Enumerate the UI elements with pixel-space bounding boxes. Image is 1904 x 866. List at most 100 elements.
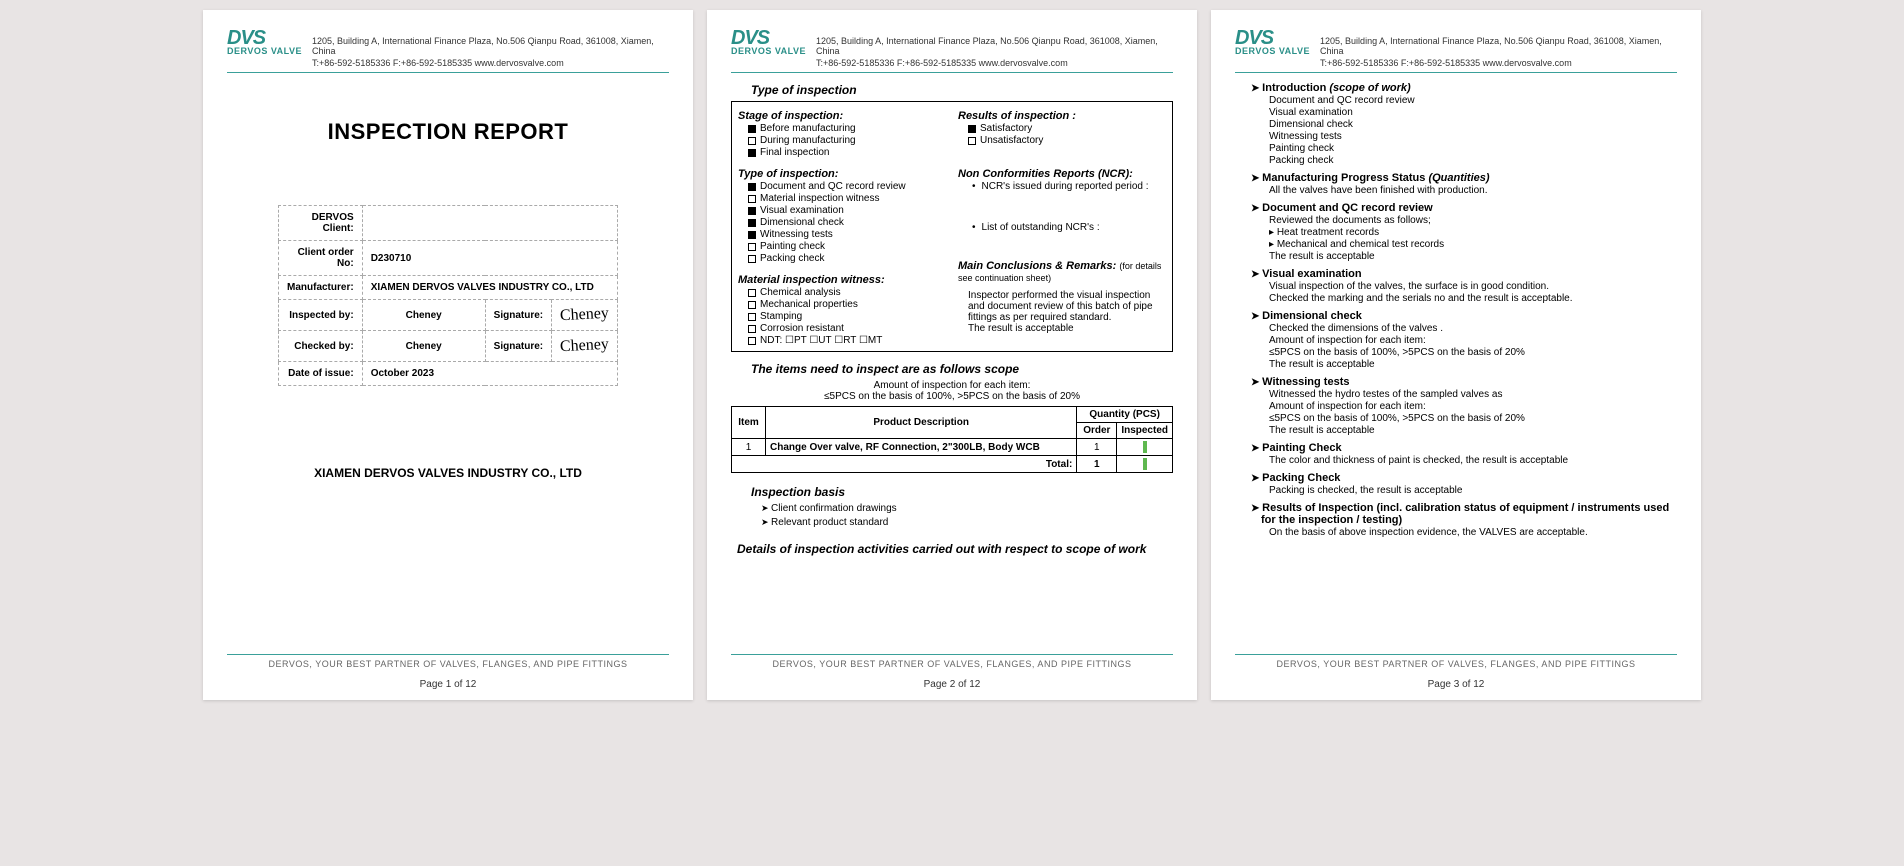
footer-pagenum: Page 2 of 12	[731, 679, 1173, 690]
vis-l1: Visual inspection of the valves, the sur…	[1269, 281, 1677, 292]
ncr-line2: List of outstanding NCR's :	[972, 222, 1166, 233]
pack-l1: Packing is checked, the result is accept…	[1269, 485, 1677, 496]
conclusions-body1: Inspector performed the visual inspectio…	[968, 290, 1166, 323]
header-contact: T:+86-592-5185336 F:+86-592-5185335 www.…	[312, 58, 669, 68]
sig-label-1: Signature:	[485, 300, 551, 331]
checklist-item: Unsatisfactory	[968, 135, 1166, 146]
checklist-label: Document and QC record review	[760, 181, 906, 192]
dim-l4: The result is acceptable	[1269, 359, 1677, 370]
th-inspected: Inspected	[1117, 423, 1173, 439]
checklist-label: Before manufacturing	[760, 123, 856, 134]
checklist-item: Before manufacturing	[748, 123, 946, 134]
doc-l1: Reviewed the documents as follows;	[1269, 215, 1677, 226]
checklist-item: Final inspection	[748, 147, 946, 158]
wit-l4: The result is acceptable	[1269, 425, 1677, 436]
checklist-label: Corrosion resistant	[760, 323, 844, 334]
checklist-label: Packing check	[760, 253, 824, 264]
checkbox-icon	[748, 325, 756, 333]
checklist-item: Mechanical properties	[748, 299, 946, 310]
checklist-label: Stamping	[760, 311, 802, 322]
intro-item: Packing check	[1269, 155, 1677, 166]
ndt-line: NDT: ☐PT ☐UT ☐RT ☐MT	[748, 335, 946, 346]
checkbox-icon	[748, 183, 756, 191]
date-label: Date of issue:	[279, 362, 363, 386]
type2-title: Type of inspection:	[738, 168, 946, 180]
checklist-item: Corrosion resistant	[748, 323, 946, 334]
checklist-label: Visual examination	[760, 205, 844, 216]
total-val: 1	[1077, 456, 1117, 473]
checklist-item: Document and QC record review	[748, 181, 946, 192]
checkbox-icon	[748, 243, 756, 251]
header-contact: T:+86-592-5185336 F:+86-592-5185335 www.…	[816, 58, 1173, 68]
client-value	[362, 206, 617, 241]
logo: DVS DERVOS VALVE	[1235, 30, 1310, 56]
intro-item: Dimensional check	[1269, 119, 1677, 130]
doc-sub-item: Heat treatment records	[1269, 227, 1677, 238]
header-text: 1205, Building A, International Finance …	[1320, 30, 1677, 68]
checkbox-icon	[748, 195, 756, 203]
page-header: DVS DERVOS VALVE 1205, Building A, Inter…	[227, 30, 669, 73]
stage-title: Stage of inspection:	[738, 110, 946, 122]
signature-2: Cheney	[560, 336, 610, 357]
sig-cell-2: Cheney	[552, 331, 618, 362]
checkbox-icon	[748, 313, 756, 321]
header-address: 1205, Building A, International Finance …	[1320, 36, 1677, 56]
th-qty: Quantity (PCS)	[1077, 407, 1173, 423]
checkbox-icon	[748, 289, 756, 297]
intro-items: Document and QC record reviewVisual exam…	[1269, 95, 1677, 166]
details-title: Details of inspection activities carried…	[737, 542, 1173, 556]
page-footer: DERVOS, YOUR BEST PARTNER OF VALVES, FLA…	[227, 654, 669, 690]
cell-desc: Change Over valve, RF Connection, 2"300L…	[766, 439, 1077, 456]
logo-main: DVS	[1235, 30, 1310, 46]
header-text: 1205, Building A, International Finance …	[816, 30, 1173, 68]
insp-value: Cheney	[362, 300, 485, 331]
logo-sub: DERVOS VALVE	[227, 46, 302, 56]
total-inspected	[1117, 456, 1173, 473]
checkbox-icon	[748, 219, 756, 227]
mfr-value: XIAMEN DERVOS VALVES INDUSTRY CO., LTD	[362, 276, 617, 300]
th-order: Order	[1077, 423, 1117, 439]
pack-head: Packing Check	[1251, 472, 1677, 484]
table-row: 1 Change Over valve, RF Connection, 2"30…	[732, 439, 1173, 456]
product-table: Item Product Description Quantity (PCS) …	[731, 406, 1173, 473]
checkbox-icon	[748, 337, 756, 345]
checklist-label: Final inspection	[760, 147, 829, 158]
vis-l2: Checked the marking and the serials no a…	[1269, 293, 1677, 304]
intro-item: Document and QC record review	[1269, 95, 1677, 106]
checklist-item: Stamping	[748, 311, 946, 322]
th-desc: Product Description	[766, 407, 1077, 439]
scope-sub1: Amount of inspection for each item:	[731, 380, 1173, 391]
header-contact: T:+86-592-5185336 F:+86-592-5185335 www.…	[1320, 58, 1677, 68]
res-l1: On the basis of above inspection evidenc…	[1269, 527, 1677, 538]
intro-item: Visual examination	[1269, 107, 1677, 118]
stage-col: Stage of inspection: Before manufacturin…	[738, 106, 946, 347]
page-3: DVS DERVOS VALVE 1205, Building A, Inter…	[1211, 10, 1701, 700]
checklist-label: Painting check	[760, 241, 825, 252]
page-footer: DERVOS, YOUR BEST PARTNER OF VALVES, FLA…	[1235, 654, 1677, 690]
logo-main: DVS	[227, 30, 302, 46]
scope-sub2: ≤5PCS on the basis of 100%, >5PCS on the…	[731, 391, 1173, 402]
page-header: DVS DERVOS VALVE 1205, Building A, Inter…	[1235, 30, 1677, 73]
insp-label: Inspected by:	[279, 300, 363, 331]
mfr-label: Manufacturer:	[279, 276, 363, 300]
total-label: Total:	[732, 456, 1077, 473]
type-of-inspection-title: Type of inspection	[751, 83, 1173, 97]
page1-body: INSPECTION REPORT DERVOS Client: Client …	[227, 79, 669, 642]
mfg-body: All the valves have been finished with p…	[1269, 185, 1677, 196]
company-line: XIAMEN DERVOS VALVES INDUSTRY CO., LTD	[227, 466, 669, 480]
results-head: Results of Inspection (incl. calibration…	[1251, 502, 1671, 526]
green-bar-icon	[1143, 441, 1147, 453]
date-value: October 2023	[362, 362, 617, 386]
chk-label: Checked by:	[279, 331, 363, 362]
footer-tagline: DERVOS, YOUR BEST PARTNER OF VALVES, FLA…	[227, 659, 669, 669]
matwit-title: Material inspection witness:	[738, 274, 946, 286]
basis-item: Relevant product standard	[761, 517, 1173, 528]
results-title: Results of inspection :	[958, 110, 1166, 122]
wit-l1: Witnessed the hydro testes of the sample…	[1269, 389, 1677, 400]
basis-item: Client confirmation drawings	[761, 503, 1173, 514]
logo: DVS DERVOS VALVE	[227, 30, 302, 56]
checklist-label: Dimensional check	[760, 217, 844, 228]
wit-l2: Amount of inspection for each item:	[1269, 401, 1677, 412]
checkbox-icon	[968, 125, 976, 133]
doc-l2: The result is acceptable	[1269, 251, 1677, 262]
